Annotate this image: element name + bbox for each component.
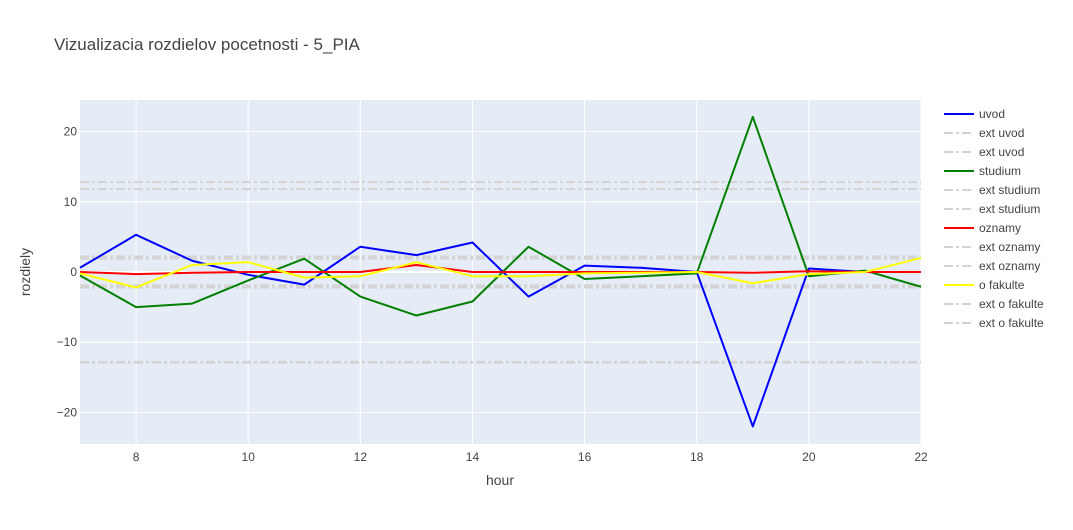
x-axis-label: hour [486, 472, 514, 488]
legend-label: oznamy [979, 221, 1021, 235]
legend-label: ext studium [979, 202, 1040, 216]
legend-label: ext uvod [979, 145, 1024, 159]
series-line-studium [79, 115, 922, 317]
x-tick-label: 8 [133, 450, 140, 464]
legend-item[interactable]: uvod [944, 107, 1005, 121]
legend-item[interactable]: ext o fakulte [944, 316, 1044, 330]
x-tick-label: 12 [354, 450, 368, 464]
x-tick-label: 20 [802, 450, 816, 464]
legend-label: ext o fakulte [979, 297, 1044, 311]
y-tick-label: 0 [70, 265, 77, 279]
series-line-uvod [79, 233, 921, 428]
legend-label: studium [979, 164, 1021, 178]
legend-item[interactable]: ext o fakulte [944, 297, 1044, 311]
legend-label: ext oznamy [979, 240, 1040, 254]
legend[interactable]: uvod ext uvod ext uvod studium ext studium ex… [944, 107, 1044, 330]
x-tick-label: 22 [914, 450, 928, 464]
legend-label: ext oznamy [979, 259, 1040, 273]
legend-item[interactable]: ext studium [944, 202, 1040, 216]
x-tick-label: 18 [690, 450, 704, 464]
chart-title: Vizualizacia rozdielov pocetnosti - 5_PI… [54, 35, 361, 54]
legend-item[interactable]: ext uvod [944, 145, 1024, 159]
legend-item[interactable]: ext uvod [944, 126, 1024, 140]
y-tick-label: −20 [57, 405, 78, 419]
series-line-o-fakulte [79, 256, 922, 289]
y-axis-label: rozdiely [17, 248, 33, 296]
legend-item[interactable]: oznamy [944, 221, 1021, 235]
y-axis-ticks: −20 −10 0 10 20 [57, 125, 78, 420]
y-tick-label: 20 [64, 125, 78, 139]
x-tick-label: 16 [578, 450, 592, 464]
y-tick-label: −10 [57, 335, 78, 349]
legend-item[interactable]: o fakulte [944, 278, 1025, 292]
x-tick-label: 10 [242, 450, 256, 464]
legend-item[interactable]: ext oznamy [944, 240, 1040, 254]
legend-item[interactable]: ext oznamy [944, 259, 1040, 273]
legend-label: ext studium [979, 183, 1040, 197]
series-lines [79, 115, 922, 428]
series-line-oznamy [79, 263, 921, 276]
reference-lines [80, 181, 921, 364]
x-tick-label: 14 [466, 450, 480, 464]
legend-label: ext uvod [979, 126, 1024, 140]
legend-item[interactable]: ext studium [944, 183, 1040, 197]
legend-label: ext o fakulte [979, 316, 1044, 330]
legend-label: uvod [979, 107, 1005, 121]
legend-item[interactable]: studium [944, 164, 1021, 178]
y-tick-label: 10 [64, 195, 78, 209]
x-axis-ticks: 8 10 12 14 16 18 20 22 [133, 450, 928, 464]
legend-label: o fakulte [979, 278, 1025, 292]
